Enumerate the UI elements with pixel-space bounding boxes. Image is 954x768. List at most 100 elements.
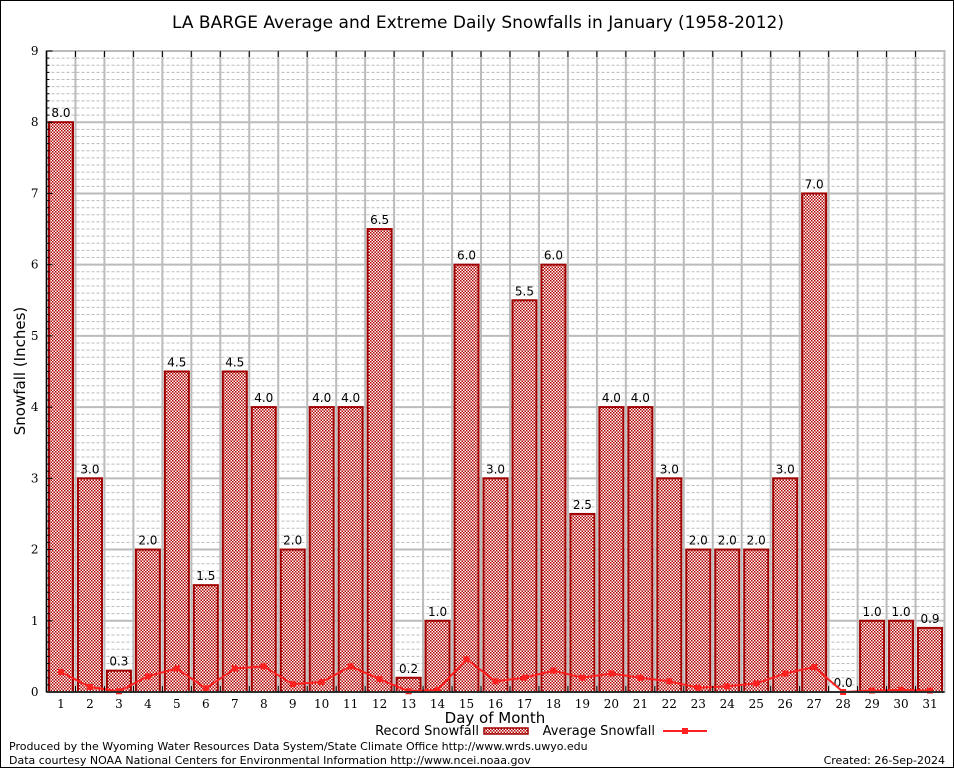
average-point-day-6	[202, 685, 209, 692]
bar-value-label: 4.0	[631, 391, 650, 405]
y-tick-label: 6	[31, 258, 39, 272]
average-line	[57, 656, 934, 695]
x-tick-label: 20	[604, 697, 619, 711]
y-tick-label: 1	[31, 614, 39, 628]
bar-value-label: 1.0	[892, 605, 911, 619]
x-tick-label: 6	[202, 697, 210, 711]
average-point-day-15	[463, 656, 470, 663]
y-tick-label: 2	[31, 543, 39, 557]
y-tick-label: 4	[31, 400, 39, 414]
bar-value-label: 2.0	[689, 534, 708, 548]
bar-value-label: 4.0	[602, 391, 621, 405]
bar-day-20	[598, 406, 625, 693]
average-point-day-1	[57, 669, 64, 676]
legend: Record Snowfall Average Snowfall	[375, 724, 707, 739]
average-point-day-26	[782, 670, 789, 677]
x-tick-label: 1	[57, 697, 65, 711]
x-axis-label: Day of Month	[445, 709, 546, 727]
average-point-day-16	[492, 678, 499, 685]
x-tick-label: 26	[778, 697, 793, 711]
bar-value-label: 2.0	[747, 534, 766, 548]
bar-value-label: 4.0	[312, 391, 331, 405]
bar-value-label: 0.3	[109, 655, 128, 669]
average-point-day-2	[86, 684, 93, 691]
x-tick-label: 25	[749, 697, 764, 711]
x-tick-label: 8	[260, 697, 268, 711]
bar-value-label: 0.9	[920, 612, 939, 626]
bar-day-10	[308, 406, 335, 693]
bar-value-label: 4.0	[341, 391, 360, 405]
x-tick-label: 12	[372, 697, 387, 711]
x-tick-label: 3	[115, 697, 123, 711]
bar-day-31	[917, 626, 944, 694]
average-point-day-12	[376, 676, 383, 683]
bar-day-8	[250, 406, 277, 693]
average-point-day-20	[608, 670, 615, 677]
average-point-day-30	[898, 686, 905, 693]
bar-value-label: 1.0	[428, 605, 447, 619]
footer-created: Created: 26-Sep-2024	[824, 754, 945, 767]
footer-produced: Produced by the Wyoming Water Resources …	[9, 740, 588, 753]
x-tick-label: 22	[662, 697, 677, 711]
average-point-day-27	[811, 664, 818, 671]
bar-value-label: 6.5	[370, 213, 389, 227]
x-tick-label: 17	[517, 697, 532, 711]
x-tick-label: 13	[401, 697, 416, 711]
average-point-day-10	[318, 679, 325, 686]
average-point-day-8	[260, 663, 267, 670]
bar-value-label: 3.0	[486, 462, 505, 476]
bar-value-label: 7.0	[805, 177, 824, 191]
x-tick-label: 15	[459, 697, 474, 711]
x-tick-label: 4	[144, 697, 152, 711]
bar-day-2	[76, 477, 103, 694]
y-axis-label: Snowfall (Inches)	[11, 307, 29, 435]
bar-value-label: 2.0	[718, 534, 737, 548]
bar-day-7	[221, 370, 248, 693]
bar-value-label: 4.5	[167, 356, 186, 370]
bar-value-label: 1.0	[863, 605, 882, 619]
average-point-day-31	[927, 687, 934, 694]
bar-day-16	[482, 477, 509, 694]
bar-value-label: 8.0	[51, 106, 70, 120]
average-point-day-23	[695, 684, 702, 691]
average-point-day-14	[434, 686, 441, 693]
average-point-day-11	[347, 663, 354, 670]
bar-value-label: 0.2	[399, 662, 418, 676]
x-tick-label: 28	[835, 697, 850, 711]
bar-value-label: 3.0	[80, 462, 99, 476]
bar-value-label: 0.0	[834, 676, 853, 690]
bar-value-label: 3.0	[660, 462, 679, 476]
average-point-day-24	[724, 683, 731, 690]
bar-day-27	[801, 192, 828, 693]
bar-day-1	[47, 121, 74, 693]
bar-day-18	[540, 263, 567, 693]
x-tick-label: 9	[289, 697, 297, 711]
bar-day-6	[192, 584, 219, 694]
legend-average-marker	[682, 728, 688, 734]
y-tick-label: 9	[31, 44, 39, 58]
average-point-day-9	[289, 681, 296, 688]
average-point-day-4	[144, 673, 151, 680]
y-tick-label: 3	[31, 471, 39, 485]
y-tick-label: 5	[31, 329, 39, 343]
bar-value-label: 6.0	[544, 249, 563, 263]
bar-day-25	[743, 548, 770, 693]
y-tick-label: 7	[31, 186, 39, 200]
bar-day-12	[366, 228, 393, 694]
chart-title: LA BARGE Average and Extreme Daily Snowf…	[172, 13, 784, 33]
footer-data-courtesy: Data courtesy NOAA National Centers for …	[9, 754, 531, 767]
bar-value-label: 2.5	[573, 498, 592, 512]
x-tick-label: 16	[488, 697, 503, 711]
bar-day-17	[511, 299, 538, 693]
bar-value-label: 4.0	[254, 391, 273, 405]
x-tick-label: 24	[720, 697, 736, 711]
bar-day-26	[772, 477, 799, 694]
bar-value-label: 2.0	[283, 534, 302, 548]
bar-value-label: 3.0	[776, 462, 795, 476]
average-point-day-19	[579, 674, 586, 681]
x-tick-label: 23	[691, 697, 706, 711]
x-tick-label: 18	[546, 697, 561, 711]
grid	[46, 50, 945, 692]
